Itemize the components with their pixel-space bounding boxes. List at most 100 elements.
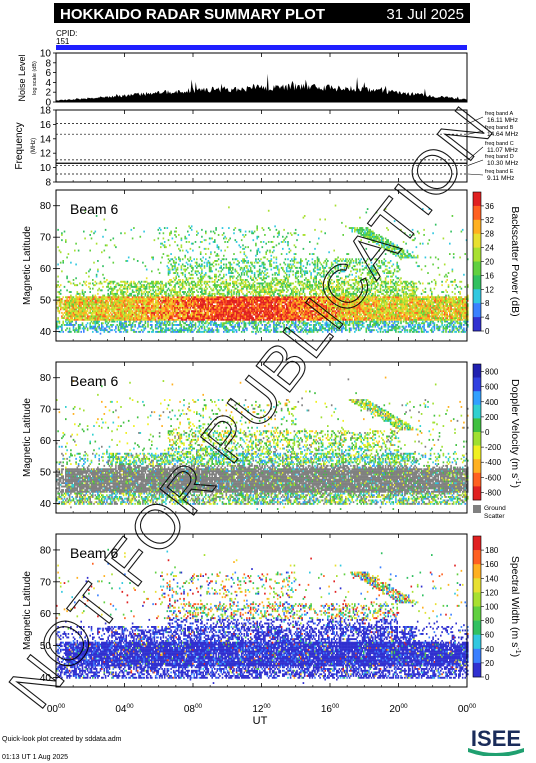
power-cell [92,327,94,330]
power-cell [293,330,296,333]
power-cell [342,327,344,330]
power-cell [456,315,459,318]
power-cell [255,325,257,328]
power-cell [158,318,161,321]
power-cell [454,313,456,316]
power-cell [460,325,463,328]
power-cell [144,315,147,318]
power-cell [252,303,255,306]
power-cell [301,306,303,309]
power-cell [115,313,117,316]
power-cell [89,324,91,326]
power-cell [410,311,413,314]
power-cell [188,325,190,328]
power-cell [361,315,364,318]
power-cell [379,322,382,325]
power-cell [269,310,271,313]
power-cell [414,317,416,319]
power-cell [360,320,362,323]
power-cell [214,306,216,309]
power-cell [187,327,189,330]
power-cell [192,311,194,314]
power-cell [188,311,190,314]
power-cell [305,315,307,318]
power-cell [107,330,109,333]
power-cell [255,313,257,316]
power-cell [89,322,91,325]
power-cell [434,308,437,311]
power-cell [418,327,420,330]
power-cell [377,324,379,326]
power-cell [172,320,175,323]
power-cell [324,324,326,326]
power-cell [121,324,124,326]
power-cell [345,315,347,318]
power-cell [214,324,216,326]
power-cell [171,313,174,316]
power-cell [196,308,198,311]
power-cell [246,315,248,318]
power-cell [247,322,249,325]
power-cell [433,313,436,316]
power-cell [404,308,406,311]
power-cell [433,324,436,326]
power-cell [346,308,348,311]
power-cell [77,325,80,328]
power-cell [61,329,63,332]
power-cell [152,310,154,313]
power-cell [63,317,66,319]
power-cell [107,306,109,309]
power-cell [103,318,106,321]
power-cell [334,311,337,314]
power-cell [145,317,148,319]
power-cell [181,318,184,321]
power-cell [292,313,294,316]
power-cell [178,315,180,318]
power-cell [210,324,212,326]
power-cell [165,308,167,311]
power-cell [368,310,370,313]
power-cell [224,317,226,319]
power-cell [334,322,337,325]
power-cell [153,310,156,313]
power-cell [117,329,120,332]
power-cell [183,311,185,314]
power-cell [345,308,347,311]
power-cell [229,306,231,309]
power-cell [387,311,389,314]
power-cell [255,332,257,335]
power-cell [279,317,282,319]
power-cell [109,311,112,314]
power-cell [258,318,261,321]
power-cell [288,313,291,316]
power-cell [392,317,395,319]
power-cell [170,317,172,319]
power-cell [402,325,405,328]
power-cell [180,318,183,321]
power-cell [380,310,383,313]
power-cell [248,313,251,316]
power-cell [342,320,344,323]
power-cell [314,327,316,330]
power-cell [402,310,405,313]
freq-ytick-label: 12 [40,149,52,160]
power-cell [396,313,398,316]
power-cell [118,308,121,311]
power-cell [163,308,166,311]
power-cell [420,330,423,333]
power-cell [348,322,351,325]
power-cell [125,306,127,309]
power-cell [134,325,136,328]
power-cell [438,311,441,314]
power-cell [378,327,380,330]
power-cell [389,318,392,321]
power-cell [228,313,230,316]
power-cell [194,324,197,326]
power-cell [300,330,302,333]
power-cell [70,313,72,316]
power-cell [278,306,280,309]
power-cell [391,329,393,332]
power-cell [224,310,226,313]
power-cell [298,315,301,318]
power-cell [275,324,278,326]
